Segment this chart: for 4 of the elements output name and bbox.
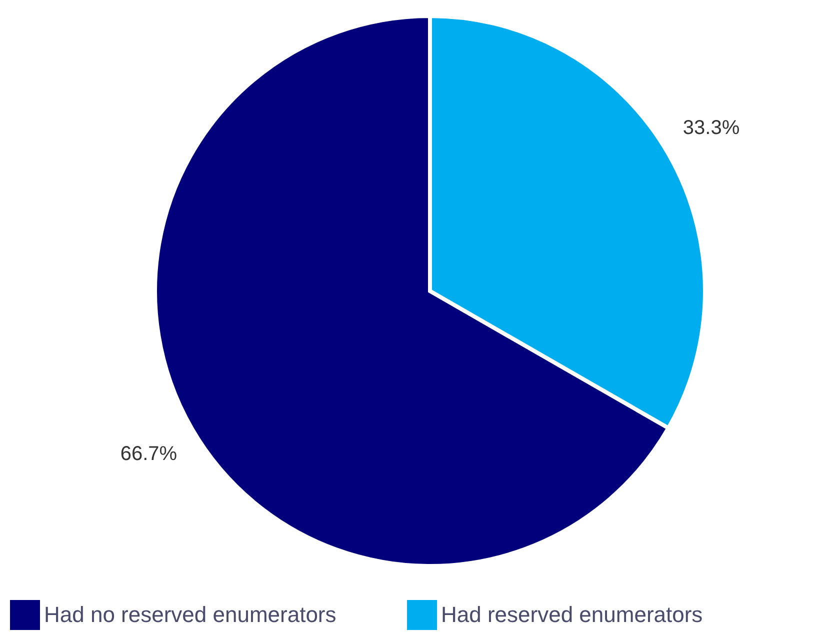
- legend-label: Had reserved enumerators: [441, 602, 703, 627]
- data-label: 66.7%: [120, 442, 178, 465]
- data-label: 33.3%: [682, 117, 740, 140]
- legend-label: Had no reserved enumerators: [44, 602, 336, 627]
